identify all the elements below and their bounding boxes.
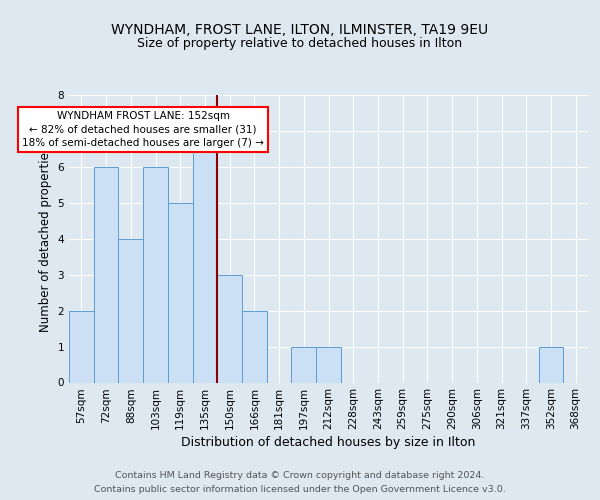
Bar [316,346,341,382]
Bar [168,203,193,382]
Bar [69,310,94,382]
Text: Contains public sector information licensed under the Open Government Licence v3: Contains public sector information licen… [94,484,506,494]
Bar [539,346,563,382]
Bar [217,274,242,382]
Y-axis label: Number of detached properties: Number of detached properties [39,146,52,332]
Bar [193,131,217,382]
Bar [94,167,118,382]
Bar [242,310,267,382]
Text: Contains HM Land Registry data © Crown copyright and database right 2024.: Contains HM Land Registry data © Crown c… [115,472,485,480]
Text: Size of property relative to detached houses in Ilton: Size of property relative to detached ho… [137,38,463,51]
Text: WYNDHAM FROST LANE: 152sqm
← 82% of detached houses are smaller (31)
18% of semi: WYNDHAM FROST LANE: 152sqm ← 82% of deta… [22,111,264,148]
Bar [292,346,316,382]
Bar [118,239,143,382]
X-axis label: Distribution of detached houses by size in Ilton: Distribution of detached houses by size … [181,436,476,450]
Bar [143,167,168,382]
Text: WYNDHAM, FROST LANE, ILTON, ILMINSTER, TA19 9EU: WYNDHAM, FROST LANE, ILTON, ILMINSTER, T… [112,22,488,36]
